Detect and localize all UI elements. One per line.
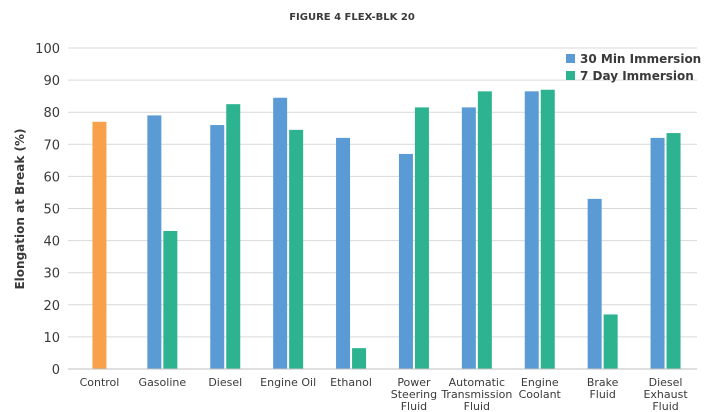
x-category-label: Ethanol <box>330 376 372 389</box>
x-category-line: Fluid <box>464 400 490 412</box>
y-tick-label: 30 <box>43 267 60 282</box>
x-category-line: Fluid <box>589 388 615 401</box>
bar-series-1 <box>524 91 539 370</box>
x-category-line: Diesel <box>208 376 242 389</box>
bar-series-2 <box>540 89 555 369</box>
bar-series-2 <box>666 133 681 369</box>
legend-label: 7 Day Immersion <box>580 69 694 83</box>
bar-series-2 <box>163 230 178 369</box>
bar-series-2 <box>477 91 492 370</box>
x-axis-categories: Control Gasoline Diesel Engine Oil Ethanol Po… <box>80 376 689 412</box>
x-category-line: Automatic <box>449 376 505 389</box>
bar-series-2 <box>226 104 241 370</box>
legend-swatch <box>566 71 575 80</box>
x-category-line: Engine <box>521 376 559 389</box>
y-tick-label: 100 <box>35 42 60 57</box>
x-category-line: Exhaust <box>643 388 688 401</box>
x-category-line: Transmission <box>440 388 512 401</box>
y-tick-label: 60 <box>43 170 60 185</box>
y-tick-label: 20 <box>43 299 60 314</box>
x-category-label: Power Steering Fluid <box>391 376 437 412</box>
bar-series-1 <box>147 115 162 369</box>
bar-control <box>92 121 107 369</box>
bars <box>92 89 681 370</box>
bar-series-1 <box>398 153 413 369</box>
y-tick-label: 70 <box>43 138 60 153</box>
y-tick-label: 80 <box>43 106 60 121</box>
x-category-line: Fluid <box>652 400 678 412</box>
bar-series-1 <box>210 125 225 369</box>
bar-series-2 <box>603 314 618 369</box>
gridlines <box>68 47 697 338</box>
chart-title: FIGURE 4 FLEX-BLK 20 <box>289 12 415 23</box>
x-category-line: Control <box>80 376 120 389</box>
bar-series-1 <box>336 137 351 369</box>
bar-series-2 <box>414 107 429 369</box>
x-category-label: Control <box>80 376 120 389</box>
y-tick-label: 50 <box>43 203 60 218</box>
y-axis-ticks: 0 10 20 30 40 50 60 70 80 90 100 <box>35 42 60 378</box>
x-category-line: Steering <box>391 388 437 401</box>
y-tick-label: 10 <box>43 331 60 346</box>
x-category-line: Coolant <box>519 388 562 401</box>
bar-series-1 <box>461 107 476 369</box>
bar-series-1 <box>273 97 288 369</box>
y-tick-label: 0 <box>52 363 60 378</box>
x-category-line: Gasoline <box>139 376 187 389</box>
legend: 30 Min Immersion 7 Day Immersion <box>566 52 701 83</box>
legend-swatch <box>566 54 575 63</box>
x-category-label: Gasoline <box>139 376 187 389</box>
x-category-line: Ethanol <box>330 376 372 389</box>
bar-series-1 <box>650 137 665 369</box>
y-tick-label: 90 <box>43 74 60 89</box>
x-category-line: Fluid <box>401 400 427 412</box>
bar-series-2 <box>352 348 367 369</box>
x-category-line: Diesel <box>649 376 683 389</box>
x-category-line: Brake <box>587 376 619 389</box>
x-category-label: Automatic Transmission Fluid <box>440 376 512 412</box>
x-category-label: Brake Fluid <box>587 376 619 401</box>
x-category-line: Engine Oil <box>260 376 316 389</box>
bar-series-1 <box>587 198 602 369</box>
x-category-label: Diesel Exhaust Fluid <box>643 376 688 412</box>
x-category-label: Diesel <box>208 376 242 389</box>
x-category-label: Engine Coolant <box>519 376 562 401</box>
x-category-line: Power <box>397 376 431 389</box>
x-category-label: Engine Oil <box>260 376 316 389</box>
legend-label: 30 Min Immersion <box>580 52 701 66</box>
bar-series-2 <box>289 129 304 369</box>
y-axis-label: Elongation at Break (%) <box>13 128 27 289</box>
y-tick-label: 40 <box>43 235 60 250</box>
